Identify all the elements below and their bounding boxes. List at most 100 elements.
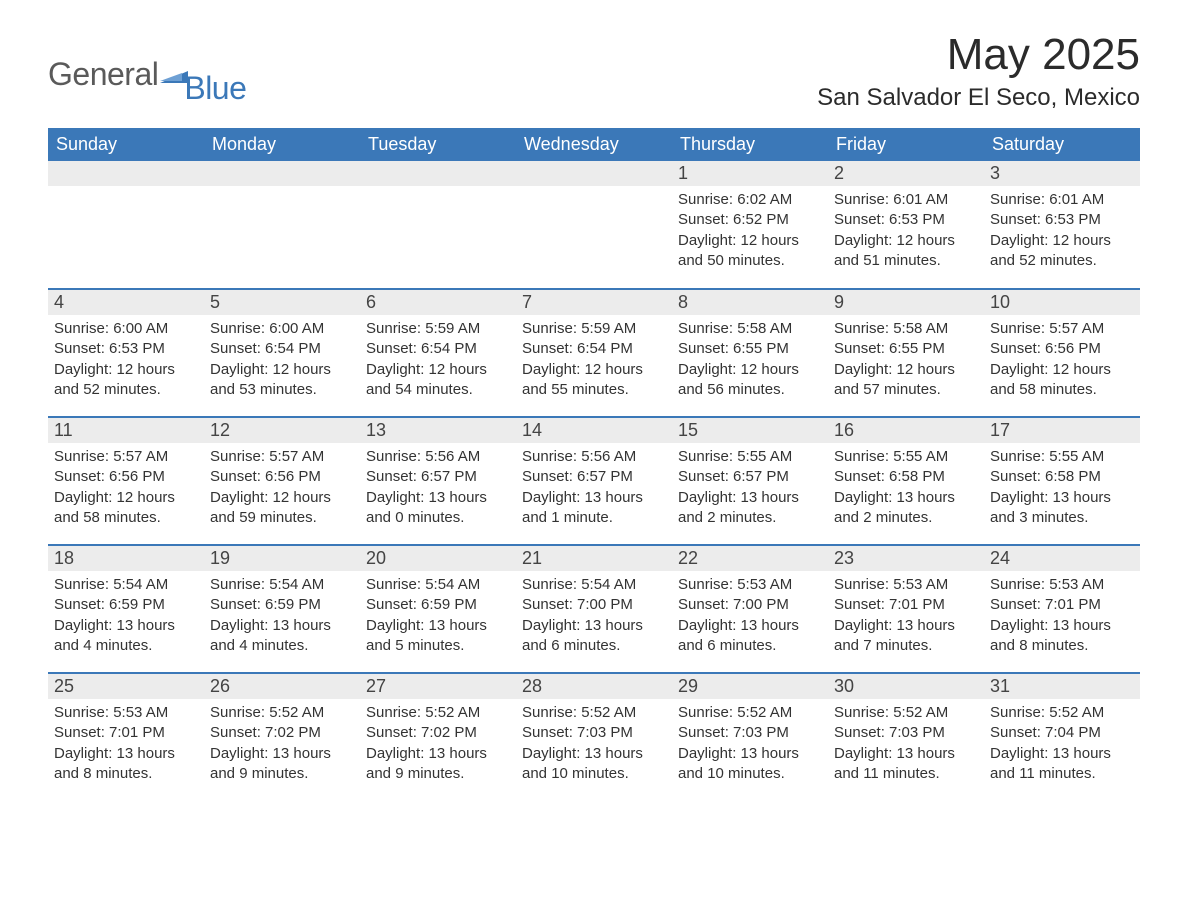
calendar-cell: 7Sunrise: 5:59 AMSunset: 6:54 PMDaylight… bbox=[516, 289, 672, 417]
sunrise-line-label: Sunrise: bbox=[522, 704, 581, 721]
sunrise-line: Sunrise: 5:57 AM bbox=[990, 319, 1134, 339]
sunrise-line-value: 5:55 AM bbox=[737, 448, 792, 465]
daylight-line-label: Daylight: bbox=[678, 232, 741, 249]
day-details: Sunrise: 5:52 AMSunset: 7:02 PMDaylight:… bbox=[204, 699, 360, 794]
sunset-line-value: 7:03 PM bbox=[733, 724, 789, 741]
sunset-line-label: Sunset: bbox=[834, 340, 889, 357]
day-number: 20 bbox=[360, 546, 516, 571]
daylight-line-label: Daylight: bbox=[678, 361, 741, 378]
calendar-table: SundayMondayTuesdayWednesdayThursdayFrid… bbox=[48, 128, 1140, 801]
sunrise-line: Sunrise: 5:54 AM bbox=[366, 575, 510, 595]
sunrise-line: Sunrise: 6:00 AM bbox=[210, 319, 354, 339]
day-details: Sunrise: 5:59 AMSunset: 6:54 PMDaylight:… bbox=[360, 315, 516, 410]
calendar-cell: 14Sunrise: 5:56 AMSunset: 6:57 PMDayligh… bbox=[516, 417, 672, 545]
day-details: Sunrise: 5:53 AMSunset: 7:00 PMDaylight:… bbox=[672, 571, 828, 666]
title-block: May 2025 San Salvador El Seco, Mexico bbox=[817, 30, 1140, 122]
sunrise-line: Sunrise: 5:58 AM bbox=[834, 319, 978, 339]
daylight-line: Daylight: 12 hours and 57 minutes. bbox=[834, 360, 978, 401]
daylight-line: Daylight: 13 hours and 9 minutes. bbox=[210, 744, 354, 785]
sunset-line: Sunset: 7:00 PM bbox=[678, 595, 822, 615]
day-number: 2 bbox=[828, 161, 984, 186]
sunset-line-label: Sunset: bbox=[210, 596, 265, 613]
daylight-line-label: Daylight: bbox=[990, 232, 1053, 249]
sunrise-line-label: Sunrise: bbox=[54, 320, 113, 337]
sunrise-line-value: 5:59 AM bbox=[425, 320, 480, 337]
day-number: 26 bbox=[204, 674, 360, 699]
day-number: 10 bbox=[984, 290, 1140, 315]
weekday-header: Sunday bbox=[48, 128, 204, 161]
sunset-line-value: 6:57 PM bbox=[577, 468, 633, 485]
day-details: Sunrise: 5:54 AMSunset: 6:59 PMDaylight:… bbox=[48, 571, 204, 666]
sunrise-line-label: Sunrise: bbox=[54, 448, 113, 465]
day-number: 18 bbox=[48, 546, 204, 571]
calendar-cell: 9Sunrise: 5:58 AMSunset: 6:55 PMDaylight… bbox=[828, 289, 984, 417]
sunset-line-value: 6:58 PM bbox=[889, 468, 945, 485]
day-number: 16 bbox=[828, 418, 984, 443]
day-number bbox=[204, 161, 360, 186]
sunset-line: Sunset: 7:01 PM bbox=[990, 595, 1134, 615]
weekday-header: Tuesday bbox=[360, 128, 516, 161]
sunset-line: Sunset: 6:59 PM bbox=[366, 595, 510, 615]
daylight-line: Daylight: 12 hours and 52 minutes. bbox=[54, 360, 198, 401]
calendar-week: 11Sunrise: 5:57 AMSunset: 6:56 PMDayligh… bbox=[48, 417, 1140, 545]
sunset-line-value: 7:00 PM bbox=[733, 596, 789, 613]
sunrise-line-label: Sunrise: bbox=[54, 704, 113, 721]
sunrise-line: Sunrise: 5:53 AM bbox=[990, 575, 1134, 595]
sunset-line: Sunset: 6:56 PM bbox=[990, 339, 1134, 359]
day-number: 24 bbox=[984, 546, 1140, 571]
sunset-line: Sunset: 6:56 PM bbox=[210, 467, 354, 487]
sunset-line-value: 6:59 PM bbox=[109, 596, 165, 613]
calendar-cell bbox=[516, 161, 672, 289]
day-number: 30 bbox=[828, 674, 984, 699]
daylight-line: Daylight: 13 hours and 10 minutes. bbox=[678, 744, 822, 785]
sunset-line: Sunset: 7:02 PM bbox=[210, 723, 354, 743]
day-number: 13 bbox=[360, 418, 516, 443]
day-number bbox=[48, 161, 204, 186]
day-details: Sunrise: 5:57 AMSunset: 6:56 PMDaylight:… bbox=[48, 443, 204, 538]
day-number: 29 bbox=[672, 674, 828, 699]
sunrise-line: Sunrise: 5:55 AM bbox=[834, 447, 978, 467]
daylight-line: Daylight: 13 hours and 4 minutes. bbox=[54, 616, 198, 657]
calendar-cell: 16Sunrise: 5:55 AMSunset: 6:58 PMDayligh… bbox=[828, 417, 984, 545]
calendar-cell: 17Sunrise: 5:55 AMSunset: 6:58 PMDayligh… bbox=[984, 417, 1140, 545]
calendar-cell: 13Sunrise: 5:56 AMSunset: 6:57 PMDayligh… bbox=[360, 417, 516, 545]
sunrise-line-value: 5:54 AM bbox=[425, 576, 480, 593]
sunrise-line: Sunrise: 5:52 AM bbox=[834, 703, 978, 723]
sunrise-line-value: 5:56 AM bbox=[425, 448, 480, 465]
sunrise-line-label: Sunrise: bbox=[366, 704, 425, 721]
calendar-cell: 25Sunrise: 5:53 AMSunset: 7:01 PMDayligh… bbox=[48, 673, 204, 801]
sunset-line-value: 6:57 PM bbox=[421, 468, 477, 485]
day-details: Sunrise: 5:54 AMSunset: 7:00 PMDaylight:… bbox=[516, 571, 672, 666]
sunset-line-value: 6:52 PM bbox=[733, 211, 789, 228]
sunrise-line-value: 6:02 AM bbox=[737, 191, 792, 208]
daylight-line-label: Daylight: bbox=[366, 489, 429, 506]
sunrise-line-value: 5:53 AM bbox=[1049, 576, 1104, 593]
calendar-cell: 29Sunrise: 5:52 AMSunset: 7:03 PMDayligh… bbox=[672, 673, 828, 801]
sunrise-line: Sunrise: 5:57 AM bbox=[210, 447, 354, 467]
sunrise-line-value: 5:52 AM bbox=[737, 704, 792, 721]
sunset-line: Sunset: 6:59 PM bbox=[210, 595, 354, 615]
sunrise-line: Sunrise: 5:54 AM bbox=[522, 575, 666, 595]
day-details: Sunrise: 5:52 AMSunset: 7:04 PMDaylight:… bbox=[984, 699, 1140, 794]
day-number: 28 bbox=[516, 674, 672, 699]
page-title: May 2025 bbox=[817, 30, 1140, 80]
sunrise-line: Sunrise: 5:59 AM bbox=[522, 319, 666, 339]
day-details: Sunrise: 5:53 AMSunset: 7:01 PMDaylight:… bbox=[828, 571, 984, 666]
sunset-line: Sunset: 6:53 PM bbox=[54, 339, 198, 359]
sunrise-line: Sunrise: 5:53 AM bbox=[54, 703, 198, 723]
daylight-line: Daylight: 12 hours and 59 minutes. bbox=[210, 488, 354, 529]
daylight-line: Daylight: 13 hours and 4 minutes. bbox=[210, 616, 354, 657]
sunset-line-label: Sunset: bbox=[366, 468, 421, 485]
day-number: 17 bbox=[984, 418, 1140, 443]
sunset-line-value: 6:56 PM bbox=[265, 468, 321, 485]
day-number: 12 bbox=[204, 418, 360, 443]
calendar-cell bbox=[204, 161, 360, 289]
sunrise-line: Sunrise: 5:58 AM bbox=[678, 319, 822, 339]
sunrise-line-value: 5:52 AM bbox=[893, 704, 948, 721]
calendar-cell: 6Sunrise: 5:59 AMSunset: 6:54 PMDaylight… bbox=[360, 289, 516, 417]
calendar-cell: 30Sunrise: 5:52 AMSunset: 7:03 PMDayligh… bbox=[828, 673, 984, 801]
weekday-header: Wednesday bbox=[516, 128, 672, 161]
sunset-line-value: 6:54 PM bbox=[577, 340, 633, 357]
sunrise-line-label: Sunrise: bbox=[678, 448, 737, 465]
sunset-line-label: Sunset: bbox=[678, 596, 733, 613]
